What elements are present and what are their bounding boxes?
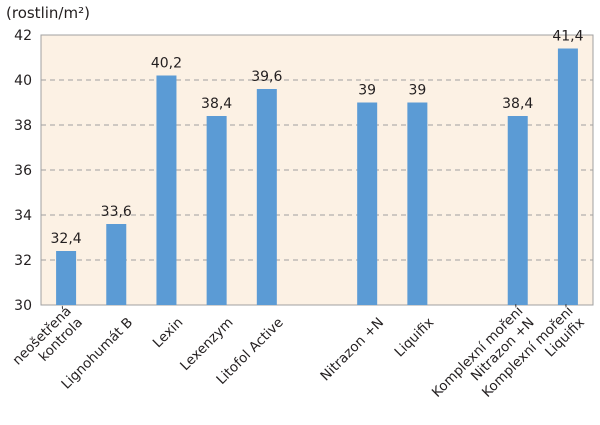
y-axis-unit-label: (rostlin/m²): [6, 4, 90, 22]
x-tick-label: Liquifix: [392, 315, 438, 361]
y-tick-label: 42: [14, 28, 32, 44]
data-label: 39,6: [251, 69, 282, 85]
bar: [256, 89, 277, 305]
x-tick-label-line: Liquifix: [392, 315, 438, 361]
data-label: 41,4: [552, 29, 583, 45]
data-label: 39: [358, 83, 376, 99]
bar: [507, 116, 528, 305]
data-label: 38,4: [201, 96, 232, 112]
y-tick-label: 34: [14, 208, 32, 224]
y-tick-label: 36: [14, 163, 32, 179]
bar: [557, 48, 578, 305]
data-label: 39: [408, 83, 426, 99]
data-label: 33,6: [101, 204, 132, 220]
y-tick-label: 32: [14, 253, 32, 269]
x-tick-label: Nitrazon +N: [317, 315, 387, 385]
y-tick-label: 38: [14, 118, 32, 134]
data-label: 40,2: [151, 56, 182, 72]
bar: [106, 224, 127, 305]
x-tick-label-line: Lexin: [150, 315, 187, 352]
bar: [156, 75, 177, 305]
bar: [407, 102, 428, 305]
y-tick-label: 40: [14, 73, 32, 89]
x-tick-label-line: Nitrazon +N: [317, 315, 387, 385]
bar: [357, 102, 378, 305]
x-tick-label-line: Komplexní moření: [429, 302, 527, 400]
x-tick-label: Lexin: [150, 315, 187, 352]
data-label: 38,4: [502, 96, 533, 112]
bar: [206, 116, 227, 305]
y-tick-label: 30: [14, 298, 32, 314]
data-label: 32,4: [51, 231, 82, 247]
bar: [56, 251, 77, 305]
